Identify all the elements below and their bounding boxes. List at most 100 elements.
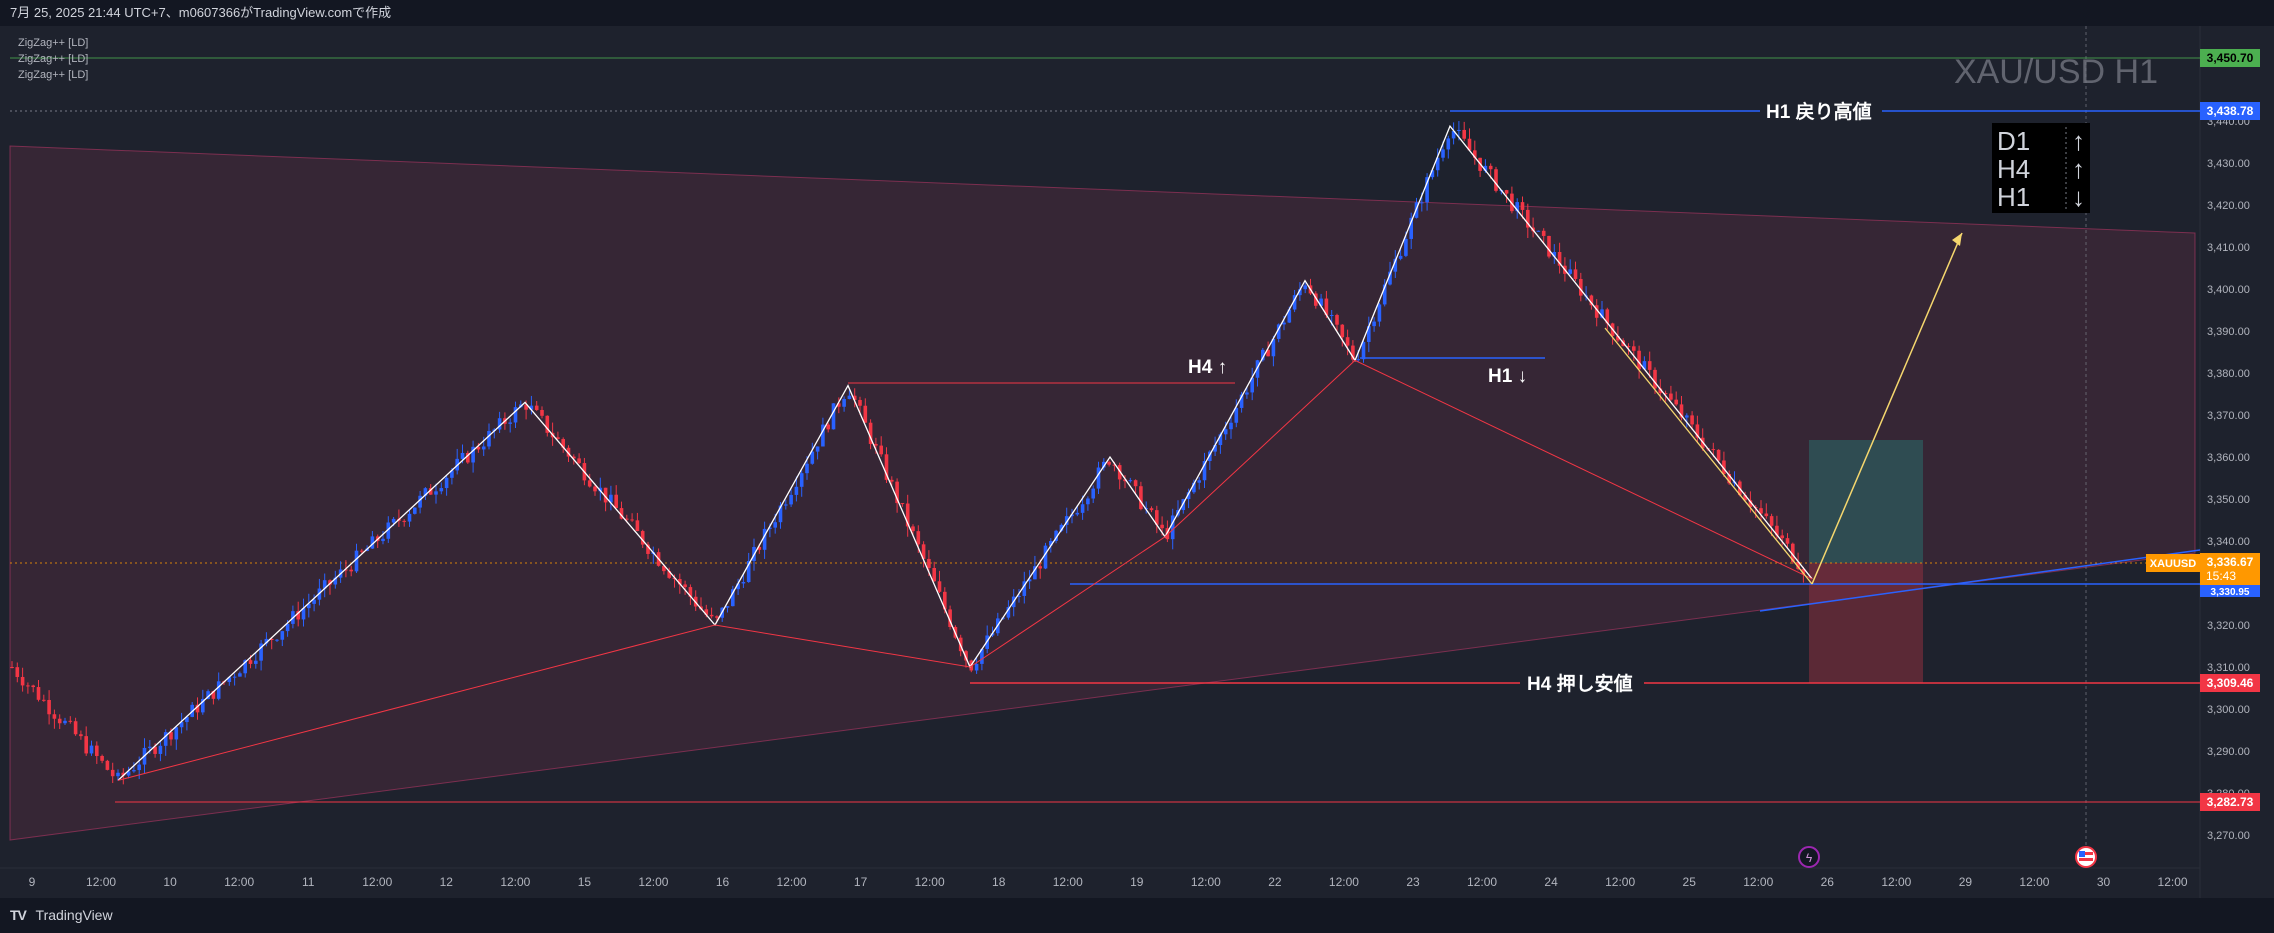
candle-up[interactable] bbox=[1404, 238, 1408, 256]
candle-down[interactable] bbox=[540, 409, 544, 416]
candle-up[interactable] bbox=[1298, 289, 1302, 296]
candle-down[interactable] bbox=[1637, 350, 1641, 370]
candle-up[interactable] bbox=[232, 676, 237, 678]
candle-down[interactable] bbox=[640, 531, 645, 545]
candle-up[interactable] bbox=[206, 691, 210, 699]
candle-down[interactable] bbox=[852, 395, 857, 400]
candle-up[interactable] bbox=[1027, 579, 1032, 582]
candle-up[interactable] bbox=[1086, 498, 1090, 505]
candle-down[interactable] bbox=[577, 458, 581, 464]
candle-up[interactable] bbox=[444, 477, 449, 489]
candle-up[interactable] bbox=[1096, 467, 1101, 489]
candle-up[interactable] bbox=[1250, 377, 1254, 393]
candle-up[interactable] bbox=[725, 606, 730, 608]
candle-down[interactable] bbox=[927, 558, 931, 568]
candle-up[interactable] bbox=[264, 638, 269, 644]
candle-down[interactable] bbox=[100, 755, 104, 761]
candle-down[interactable] bbox=[890, 479, 894, 482]
candle-down[interactable] bbox=[1780, 535, 1784, 539]
candle-up[interactable] bbox=[254, 660, 258, 664]
candle-down[interactable] bbox=[10, 667, 14, 668]
candle-down[interactable] bbox=[1160, 524, 1164, 529]
h1-high-annotation[interactable]: H1 戻り高値 bbox=[1766, 100, 1872, 123]
candle-up[interactable] bbox=[1033, 566, 1037, 580]
price-chart[interactable]: ZigZag++ [LD] ZigZag++ [LD] ZigZag++ [LD… bbox=[0, 26, 2274, 898]
candle-down[interactable] bbox=[1769, 516, 1774, 526]
tradingview-brand[interactable]: TradingView bbox=[35, 907, 113, 923]
candle-down[interactable] bbox=[1541, 230, 1546, 236]
candle-down[interactable] bbox=[561, 439, 565, 448]
candle-up[interactable] bbox=[201, 698, 205, 713]
candle-down[interactable] bbox=[635, 520, 640, 532]
candle-up[interactable] bbox=[1075, 512, 1080, 515]
candle-up[interactable] bbox=[481, 446, 486, 450]
candle-down[interactable] bbox=[662, 565, 666, 572]
candle-up[interactable] bbox=[789, 494, 793, 505]
candle-up[interactable] bbox=[370, 536, 375, 549]
candle-down[interactable] bbox=[937, 581, 942, 592]
candle-up[interactable] bbox=[1483, 165, 1488, 171]
candle-down[interactable] bbox=[1727, 474, 1731, 484]
candle-down[interactable] bbox=[169, 732, 173, 740]
candle-up[interactable] bbox=[1382, 284, 1387, 305]
candle-up[interactable] bbox=[391, 518, 396, 523]
candle-up[interactable] bbox=[1282, 322, 1286, 325]
candle-down[interactable] bbox=[1117, 465, 1122, 480]
candle-down[interactable] bbox=[1547, 235, 1551, 257]
candle-up[interactable] bbox=[179, 722, 184, 728]
candle-down[interactable] bbox=[47, 700, 51, 715]
candle-up[interactable] bbox=[132, 770, 136, 772]
candle-down[interactable] bbox=[1335, 315, 1339, 325]
candle-down[interactable] bbox=[1695, 424, 1700, 438]
candle-down[interactable] bbox=[31, 685, 35, 688]
candle-down[interactable] bbox=[932, 567, 936, 582]
zigzag-white-line[interactable] bbox=[117, 124, 1813, 781]
candle-down[interactable] bbox=[619, 508, 624, 519]
candle-down[interactable] bbox=[153, 746, 157, 754]
candle-up[interactable] bbox=[1218, 434, 1223, 446]
candle-up[interactable] bbox=[799, 473, 804, 487]
candle-up[interactable] bbox=[158, 745, 163, 754]
candle-down[interactable] bbox=[1616, 336, 1620, 341]
candle-up[interactable] bbox=[1276, 324, 1281, 339]
candle-up[interactable] bbox=[1425, 177, 1429, 203]
candle-down[interactable] bbox=[269, 638, 274, 641]
candle-up[interactable] bbox=[333, 577, 338, 585]
candle-up[interactable] bbox=[460, 452, 465, 459]
candle-up[interactable] bbox=[163, 732, 168, 746]
candle-down[interactable] bbox=[248, 660, 253, 664]
candle-down[interactable] bbox=[1594, 305, 1599, 318]
candle-down[interactable] bbox=[1647, 361, 1652, 370]
candle-down[interactable] bbox=[121, 772, 126, 776]
candle-down[interactable] bbox=[1510, 193, 1514, 212]
blue-trendline[interactable] bbox=[1759, 549, 2201, 612]
candle-up[interactable] bbox=[439, 488, 444, 492]
candle-up[interactable] bbox=[418, 495, 422, 508]
candle-down[interactable] bbox=[1112, 464, 1117, 466]
candle-down[interactable] bbox=[1266, 349, 1270, 357]
candle-up[interactable] bbox=[794, 486, 799, 495]
candle-up[interactable] bbox=[1054, 530, 1058, 541]
candle-up[interactable] bbox=[63, 720, 67, 724]
h4-low-annotation[interactable]: H4 押し安値 bbox=[1527, 672, 1633, 695]
candle-up[interactable] bbox=[1388, 271, 1392, 285]
candle-down[interactable] bbox=[1589, 295, 1594, 306]
candle-up[interactable] bbox=[1367, 326, 1371, 342]
candle-up[interactable] bbox=[815, 446, 820, 452]
candle-up[interactable] bbox=[1441, 149, 1445, 158]
candle-down[interactable] bbox=[84, 736, 88, 754]
candle-up[interactable] bbox=[1245, 392, 1249, 395]
candle-down[interactable] bbox=[1038, 566, 1042, 569]
candle-down[interactable] bbox=[757, 546, 762, 550]
candle-up[interactable] bbox=[227, 677, 232, 683]
candle-down[interactable] bbox=[603, 487, 608, 503]
candle-up[interactable] bbox=[413, 507, 417, 514]
candle-up[interactable] bbox=[301, 608, 306, 620]
candle-down[interactable] bbox=[524, 404, 528, 410]
candle-down[interactable] bbox=[1520, 202, 1525, 210]
candle-down[interactable] bbox=[42, 699, 46, 701]
candle-up[interactable] bbox=[238, 673, 242, 677]
candle-up[interactable] bbox=[1208, 451, 1212, 462]
candle-down[interactable] bbox=[428, 488, 433, 495]
candle-up[interactable] bbox=[1515, 202, 1519, 212]
